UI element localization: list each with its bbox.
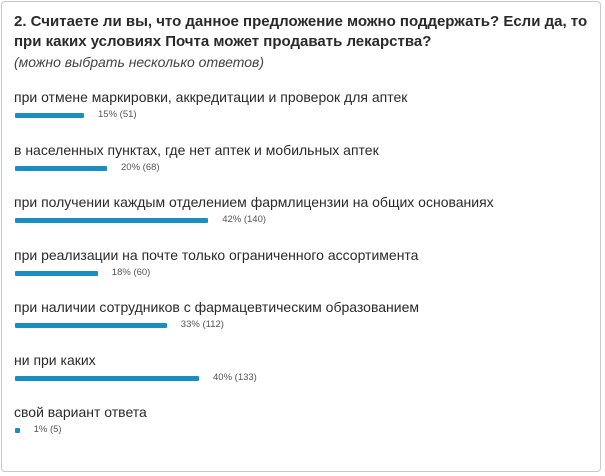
option-bar — [15, 218, 209, 223]
option-label: в населенных пунктах, где нет аптек и мо… — [14, 141, 379, 158]
option-bar — [15, 428, 20, 433]
option-bar — [15, 375, 199, 381]
option-bar — [15, 270, 98, 276]
option-label: при отмене маркировки, аккредитации и пр… — [14, 89, 408, 105]
option-label: при получении каждым отделением фармлице… — [14, 194, 494, 210]
option-bar — [15, 113, 84, 118]
option-value-label: 33% (112) — [180, 319, 224, 330]
option-bar — [15, 165, 107, 171]
option-value-label: 15% (51) — [98, 109, 137, 120]
option-label: при наличии сотрудников с фармацевтическ… — [14, 299, 419, 315]
question-note: (можно выбрать несколько ответов) — [14, 54, 265, 70]
option-bar — [15, 323, 167, 328]
option-value-label: 18% (60) — [111, 266, 151, 278]
option-value-label: 40% (133) — [213, 371, 257, 383]
option-label: при реализации на почте только ограничен… — [14, 246, 419, 263]
option-label: ни при каких — [14, 351, 96, 368]
option-value-label: 42% (140) — [222, 214, 267, 225]
option-value-label: 1% (5) — [33, 424, 62, 435]
option-label: свой вариант ответа — [14, 404, 147, 420]
option-value-label: 20% (68) — [121, 161, 160, 173]
question-title: 2. Считаете ли вы, что данное предложени… — [14, 13, 588, 50]
